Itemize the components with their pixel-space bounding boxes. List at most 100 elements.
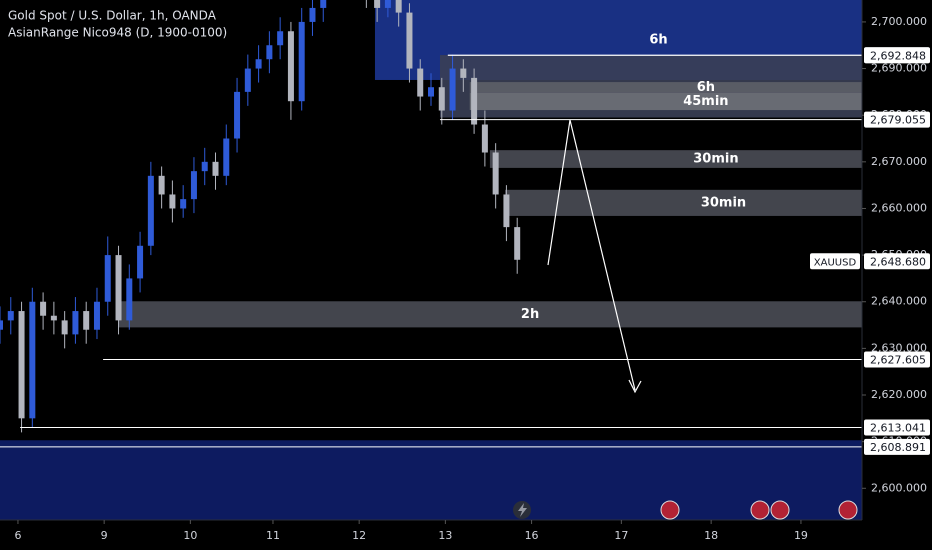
candle-body: [492, 152, 499, 195]
candle-body: [244, 68, 251, 92]
symbol-tag: [810, 253, 860, 270]
indicator-label: AsianRange Nico948 (D, 1900-0100): [8, 26, 227, 40]
candle-body: [406, 12, 413, 69]
candle-body: [7, 311, 14, 321]
candle-body: [417, 68, 424, 97]
candle-body: [428, 87, 434, 97]
candle-body: [18, 311, 25, 419]
y-tick-label: 2,630.000: [871, 341, 927, 354]
candle-body: [180, 199, 187, 209]
symbol-label: XAUUSD: [814, 257, 857, 268]
candle-body: [384, 0, 391, 8]
projection-arrow: [547, 119, 636, 391]
price-tag-label: 2,679.055: [870, 114, 926, 127]
price-tag-label: 2,613.041: [870, 421, 926, 434]
x-tick-label: 13: [438, 529, 452, 542]
price-tag: [864, 419, 930, 436]
candle-body: [40, 301, 47, 316]
x-tick-label: 10: [183, 529, 197, 542]
candle-body: [93, 301, 100, 330]
candle-body: [201, 161, 208, 172]
arrow-head: [628, 379, 642, 394]
candle-body: [104, 255, 111, 302]
zone: [469, 92, 862, 111]
price-tag-label: 2,608.891: [870, 441, 926, 454]
axes: 2,600.0002,610.0002,620.0002,630.0002,64…: [14, 15, 930, 542]
price-tag-label: 2,627.605: [870, 354, 926, 367]
event-icon: [518, 503, 527, 517]
y-tick-label: 2,690.000: [871, 62, 927, 75]
zone: [489, 150, 862, 168]
y-tick-label: 2,620.000: [871, 388, 927, 401]
price-tag: [864, 47, 930, 64]
x-tick-label: 17: [614, 529, 628, 542]
candle-body: [471, 77, 478, 125]
x-tick-label: 6: [14, 529, 21, 542]
x-tick-label: 12: [352, 529, 366, 542]
candle-body: [126, 278, 133, 321]
candle-body: [158, 175, 165, 195]
candle-body: [460, 68, 467, 78]
candle-body: [83, 311, 90, 330]
event-icon: [750, 500, 770, 520]
zone: [504, 189, 862, 216]
zone: [469, 82, 862, 93]
candle-body: [287, 31, 294, 102]
candle-body: [298, 21, 305, 102]
candle-body: [234, 91, 241, 139]
candle-body: [190, 171, 197, 200]
event-icons: [513, 500, 858, 520]
x-tick-label: 18: [704, 529, 718, 542]
x-tick-label: 19: [794, 529, 808, 542]
y-tick-label: 2,700.000: [871, 15, 927, 28]
candle-body: [309, 7, 316, 22]
zone-label: 2h: [521, 307, 539, 322]
candle-body: [137, 245, 144, 279]
event-icon: [770, 500, 790, 520]
x-tick-label: 9: [101, 529, 108, 542]
zone-label: 6h: [697, 80, 715, 95]
candle-body: [503, 194, 510, 228]
price-tag: [864, 351, 930, 368]
price-tag-label: 2,648.680: [870, 255, 926, 268]
candle-body: [147, 175, 154, 246]
x-tick-label: 16: [525, 529, 539, 542]
candle-body: [374, 0, 381, 8]
zone-label: 45min: [683, 94, 728, 109]
zone-label: 30min: [693, 152, 738, 167]
candle-body: [50, 315, 57, 321]
candle-body: [255, 59, 262, 69]
candle-body: [0, 320, 3, 330]
candle-body: [61, 320, 68, 335]
y-tick-label: 2,660.000: [871, 201, 927, 214]
event-icon: [660, 500, 680, 520]
candle-body: [277, 31, 284, 46]
zone-label: 6h: [649, 32, 667, 47]
candle-body: [29, 301, 36, 419]
candle-body: [438, 87, 445, 111]
candle-body: [320, 0, 327, 8]
price-tag: [864, 438, 930, 455]
candle-body: [266, 45, 273, 60]
candle-body: [212, 161, 219, 176]
candle-body: [223, 138, 230, 176]
candle-body: [72, 311, 79, 335]
y-tick-label: 2,600.000: [871, 481, 927, 494]
y-tick-label: 2,670.000: [871, 155, 927, 168]
y-tick-label: 2,640.000: [871, 295, 927, 308]
zone-label: 30min: [701, 195, 746, 210]
price-tag-label: 2,692.848: [870, 49, 926, 62]
candle-body: [395, 0, 402, 13]
event-icon: [838, 500, 858, 520]
zone: [0, 440, 862, 520]
chart-title: Gold Spot / U.S. Dollar, 1h, OANDA: [8, 9, 217, 23]
x-tick-label: 11: [266, 529, 280, 542]
candle-body: [115, 255, 122, 321]
price-tag: [864, 111, 930, 128]
candle-body: [481, 124, 488, 153]
candle-body: [169, 194, 176, 209]
price-tag: [864, 253, 930, 270]
candle-body: [449, 68, 456, 111]
